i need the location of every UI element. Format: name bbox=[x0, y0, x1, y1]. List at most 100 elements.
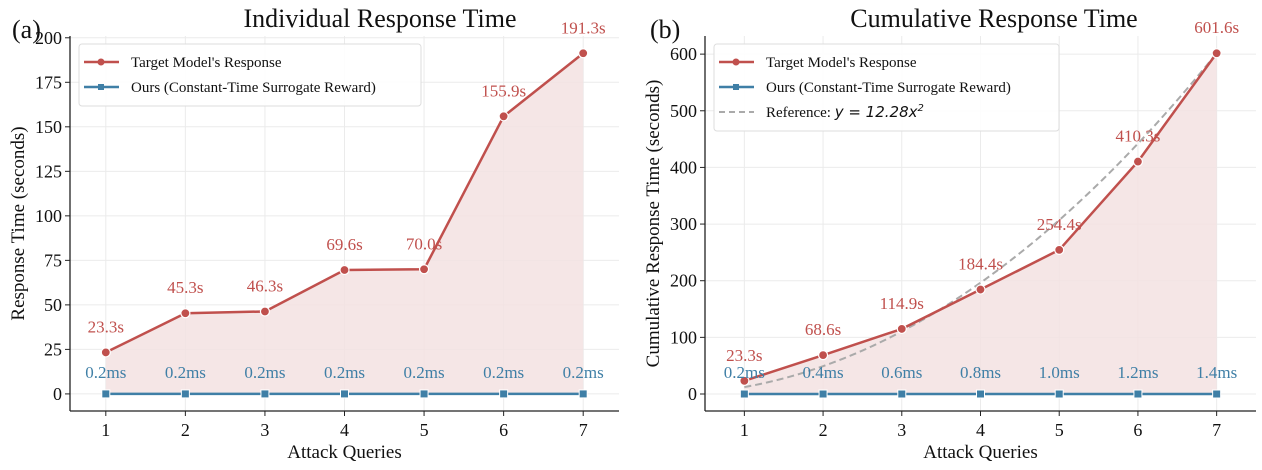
panel-label: (b) bbox=[650, 15, 680, 44]
legend-box bbox=[78, 43, 422, 107]
ours-data-label: 0.2ms bbox=[483, 363, 524, 382]
y-axis-label: Cumulative Response Time (seconds) bbox=[643, 80, 664, 368]
target-point bbox=[896, 323, 907, 335]
x-tick-label: 2 bbox=[819, 420, 828, 440]
target-data-label: 46.3s bbox=[247, 276, 283, 295]
y-tick-label: 400 bbox=[670, 157, 697, 177]
x-tick-label: 2 bbox=[181, 420, 190, 440]
legend-target-label: Target Model's Response bbox=[131, 55, 282, 71]
ours-data-label: 0.2ms bbox=[244, 363, 285, 382]
legend-ours-label: Ours (Constant-Time Surrogate Reward) bbox=[766, 80, 1011, 96]
target-point bbox=[418, 264, 430, 275]
ours-data-label: 0.2ms bbox=[404, 363, 445, 382]
x-tick-label: 1 bbox=[101, 420, 110, 440]
x-tick-label: 6 bbox=[1133, 420, 1142, 440]
ours-point bbox=[260, 389, 270, 399]
target-data-label: 254.4s bbox=[1037, 215, 1082, 234]
legend-reference-prefix: Reference: bbox=[766, 105, 835, 121]
target-data-label: 184.4s bbox=[958, 255, 1003, 274]
y-tick-label: 500 bbox=[670, 101, 697, 121]
target-fill-area bbox=[105, 53, 584, 394]
x-tick-label: 6 bbox=[499, 420, 508, 440]
ours-data-label: 0.2ms bbox=[165, 363, 206, 382]
ours-point bbox=[1054, 389, 1064, 399]
target-data-label: 45.3s bbox=[167, 278, 203, 297]
legend: Target Model's Response Ours (Constant-Ti… bbox=[78, 43, 422, 107]
ours-data-label: 0.4ms bbox=[803, 363, 844, 382]
ours-data-label: 0.2ms bbox=[724, 363, 765, 382]
target-data-label: 601.6s bbox=[1194, 18, 1239, 37]
ours-point bbox=[976, 389, 985, 399]
legend-box bbox=[713, 43, 1060, 132]
ours-point bbox=[1212, 389, 1222, 399]
legend-ours-label: Ours (Constant-Time Surrogate Reward) bbox=[131, 80, 376, 96]
reference-curve bbox=[744, 52, 1218, 389]
legend-ours-marker bbox=[733, 84, 739, 90]
ours-data-label: 0.6ms bbox=[881, 363, 922, 382]
ours-point bbox=[739, 389, 749, 399]
legend: Target Model's Response Ours (Constant-Ti… bbox=[713, 43, 1060, 132]
x-tick-label: 7 bbox=[1212, 420, 1221, 440]
y-tick-label: 175 bbox=[35, 72, 62, 92]
ours-point bbox=[1133, 389, 1143, 399]
chart-panel-b: 23.3s0.2ms 68.6s 0.4ms 114.9s 0.6ms 184.4s 0.8… bbox=[643, 4, 1256, 463]
y-axis-label: Response Time (seconds) bbox=[8, 126, 29, 320]
target-fill-area bbox=[744, 53, 1217, 395]
x-axis-label: Attack Queries bbox=[923, 442, 1037, 463]
x-tick-label: 5 bbox=[420, 420, 429, 440]
target-data-label: 70.0s bbox=[406, 234, 442, 253]
y-tick-label: 200 bbox=[35, 28, 62, 48]
ours-point bbox=[499, 389, 509, 399]
y-tick-label: 100 bbox=[670, 327, 697, 347]
x-tick-label: 4 bbox=[976, 420, 985, 440]
target-point bbox=[1211, 48, 1222, 59]
ours-point bbox=[180, 389, 190, 399]
y-tick-label: 200 bbox=[670, 271, 697, 291]
legend-reference-exponent: 2 bbox=[918, 103, 924, 114]
target-data-label: 23.3s bbox=[88, 317, 124, 336]
ours-point bbox=[818, 389, 828, 399]
y-tick-label: 125 bbox=[35, 161, 62, 181]
target-point bbox=[100, 347, 111, 358]
y-tick-label: 25 bbox=[44, 339, 62, 359]
ours-data-label: 0.2ms bbox=[324, 363, 365, 382]
legend-target-marker bbox=[732, 58, 740, 66]
target-point bbox=[339, 264, 350, 276]
x-tick-label: 3 bbox=[897, 420, 906, 440]
x-tick-label: 3 bbox=[260, 420, 269, 440]
y-tick-label: 300 bbox=[670, 214, 697, 234]
target-point bbox=[578, 48, 589, 59]
ours-point bbox=[419, 389, 429, 399]
target-point bbox=[1054, 244, 1065, 255]
target-point bbox=[975, 284, 986, 295]
chart-title: Individual Response Time bbox=[243, 4, 516, 33]
x-tick-label: 7 bbox=[579, 420, 588, 440]
target-data-label: 155.9s bbox=[481, 81, 526, 100]
target-point bbox=[817, 350, 829, 361]
ours-data-label: 1.0ms bbox=[1039, 363, 1080, 382]
x-axis-label: Attack Queries bbox=[287, 442, 401, 463]
target-point bbox=[259, 306, 271, 317]
ours-data-label: 0.2ms bbox=[563, 363, 604, 382]
y-tick-label: 600 bbox=[670, 44, 697, 64]
ours-data-label: 1.4ms bbox=[1196, 363, 1237, 382]
y-tick-label: 0 bbox=[53, 384, 62, 404]
target-point bbox=[498, 111, 509, 122]
y-tick-label: 50 bbox=[44, 295, 62, 315]
legend-target-marker bbox=[97, 58, 105, 66]
y-tick-label: 75 bbox=[44, 250, 62, 270]
legend-reference-label: Reference: y = 12.28x2 bbox=[766, 103, 924, 121]
target-point bbox=[180, 308, 191, 319]
target-data-label: 23.3s bbox=[726, 346, 762, 365]
x-tick-label: 4 bbox=[340, 420, 349, 440]
y-tick-label: 150 bbox=[35, 117, 62, 137]
target-point bbox=[1132, 156, 1144, 167]
target-data-label: 410.3s bbox=[1115, 127, 1160, 146]
ours-data-label: 1.2ms bbox=[1117, 363, 1158, 382]
ours-point bbox=[101, 389, 111, 399]
ours-point bbox=[578, 389, 588, 399]
legend-target-label: Target Model's Response bbox=[766, 55, 917, 71]
y-tick-label: 0 bbox=[688, 384, 697, 404]
target-point bbox=[739, 375, 750, 386]
